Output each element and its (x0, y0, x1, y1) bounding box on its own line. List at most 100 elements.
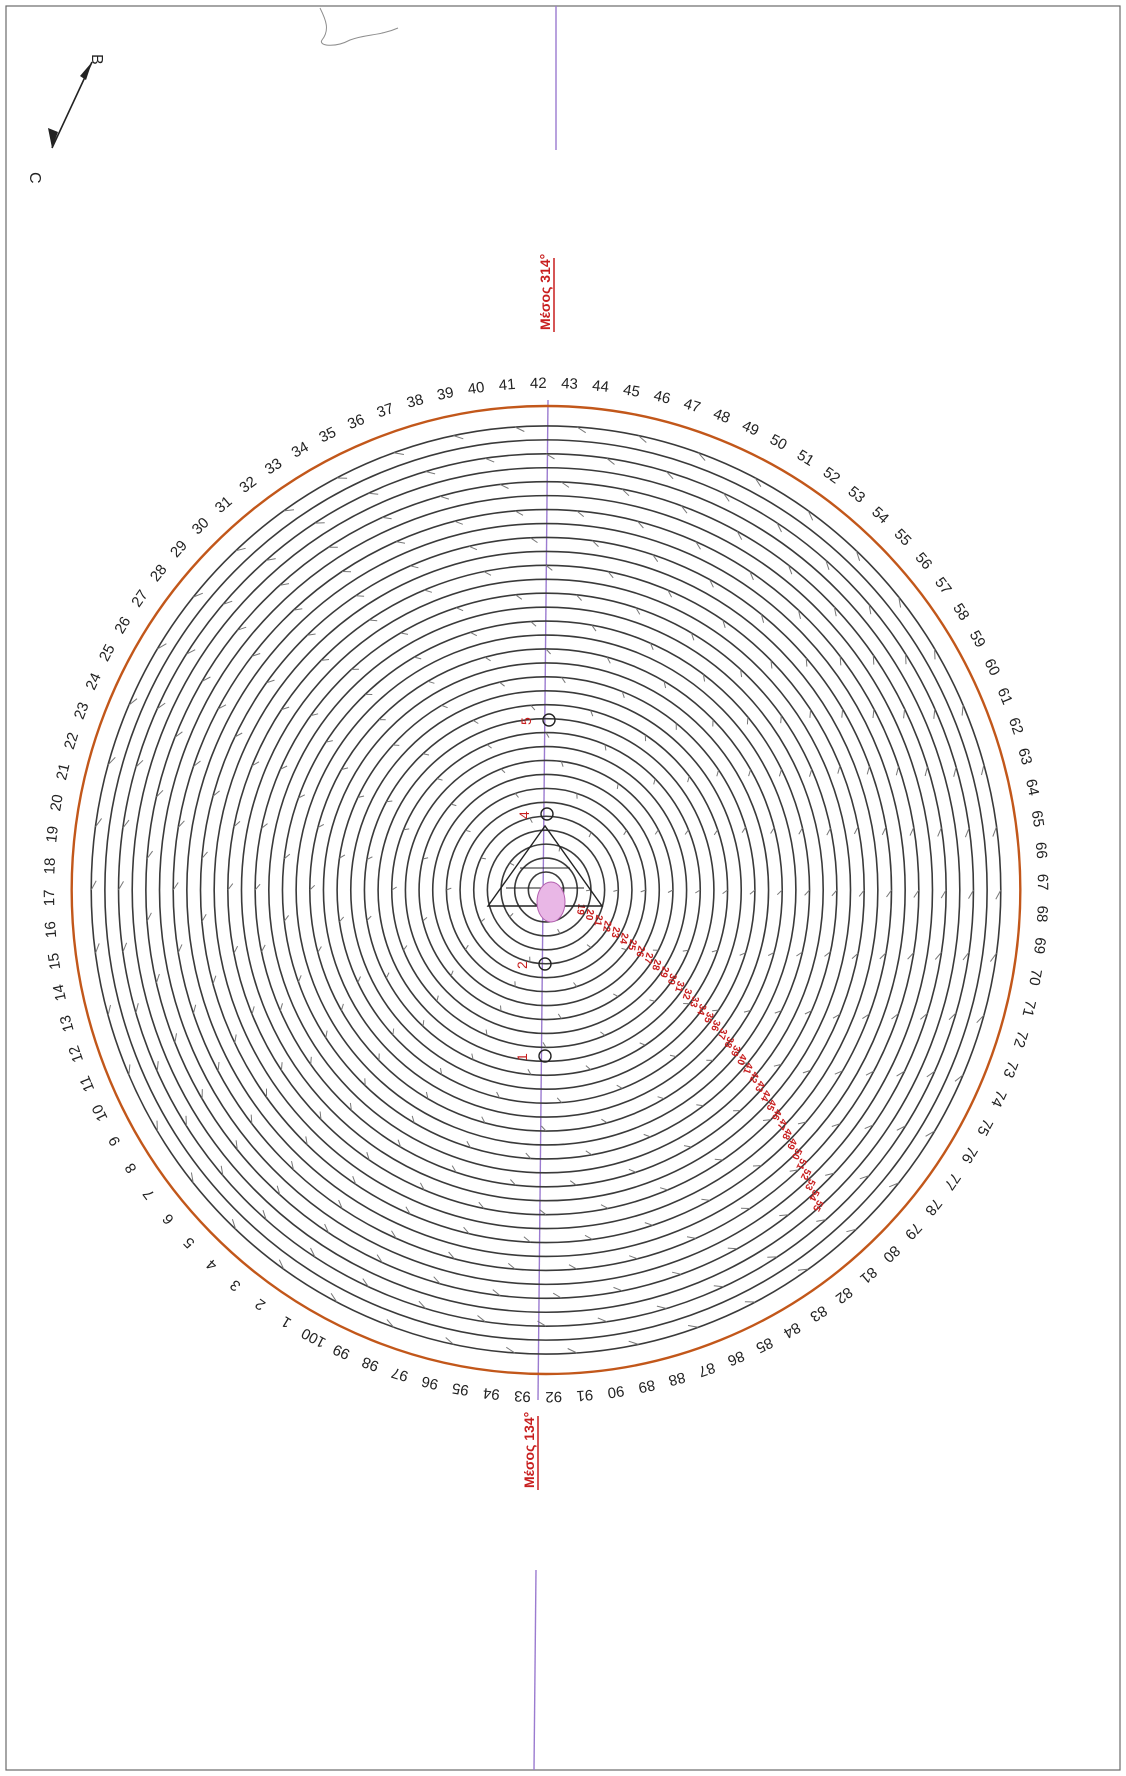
ring-number-label: 98 (360, 1353, 382, 1375)
ring-tick (667, 889, 674, 893)
ring-tick (832, 1013, 841, 1019)
ring-tick (798, 827, 803, 835)
ring-tick (307, 633, 316, 636)
ring (404, 745, 688, 1035)
ring-number-label: 47 (682, 395, 703, 416)
ring-tick (913, 889, 920, 898)
ring-tick (749, 571, 754, 581)
inner-number-label: 35 (701, 1010, 715, 1024)
compass-letter-b: B (88, 54, 105, 65)
ring-tick (177, 944, 183, 953)
marker-4: 4 (516, 807, 554, 821)
ring-tick (542, 1042, 547, 1048)
marker-circle (542, 713, 556, 727)
ring-tick (366, 1152, 370, 1161)
ring-tick (837, 765, 841, 774)
ring-tick (305, 1136, 308, 1145)
ring-tick (643, 1133, 651, 1138)
ring-tick (637, 520, 644, 529)
ring-tick (727, 1247, 738, 1250)
marker-label: 4 (516, 811, 532, 819)
inner-number-label: 49 (784, 1136, 799, 1151)
inner-number-label: 46 (769, 1107, 784, 1122)
inner-number-label: 45 (763, 1098, 778, 1113)
ring-tick (352, 1176, 357, 1185)
ring-tick (527, 1069, 532, 1075)
ring (486, 829, 606, 951)
ring-tick (576, 426, 586, 434)
ring-tick (621, 947, 627, 951)
ring-tick (948, 1012, 957, 1021)
ring-tick (283, 509, 295, 512)
ring-tick (709, 579, 714, 588)
ring-number-label: 87 (696, 1359, 717, 1380)
ring (186, 522, 906, 1258)
inner-number-label: 53 (802, 1177, 817, 1192)
ring-tick (525, 1152, 532, 1159)
ring-tick (425, 1091, 429, 1099)
inner-number-label: 26 (633, 945, 646, 959)
inner-number-label: 33 (687, 995, 701, 1009)
ring-tick (607, 571, 614, 579)
ring-number-label: 32 (236, 473, 260, 497)
ring-number-label: 59 (966, 628, 989, 651)
ring-tick (472, 719, 479, 724)
ring-tick (310, 1247, 316, 1258)
ring-tick (425, 471, 436, 475)
ring-tick (592, 540, 599, 547)
ring-number-label: 25 (96, 642, 119, 665)
ring-tick (468, 545, 478, 551)
ring-tick (889, 1182, 899, 1188)
ring-number-labels: 1234567891011121314151617181920212223242… (41, 375, 1051, 1405)
ring-number-label: 93 (514, 1387, 531, 1405)
inner-number-label: 48 (779, 1126, 794, 1141)
ring-tick (606, 457, 615, 465)
ring-tick (278, 1259, 285, 1270)
ring-tick (841, 709, 844, 718)
inner-number-label: 29 (657, 965, 671, 979)
ring-tick (702, 674, 706, 682)
ring-tick (981, 764, 985, 776)
ring-tick (485, 457, 495, 463)
ring-number-label: 77 (940, 1170, 964, 1193)
ring (268, 606, 824, 1174)
ring-number-label: 65 (1028, 809, 1047, 828)
ring-tick (446, 887, 452, 891)
ring-tick (338, 1199, 343, 1209)
ring-tick (405, 1206, 411, 1215)
inner-number-label: 38 (721, 1035, 735, 1050)
ring-tick (569, 1180, 577, 1186)
ring-tick (418, 1300, 426, 1309)
ring-tick (779, 1214, 789, 1217)
ring-number-label: 15 (45, 952, 64, 971)
ring-tick (736, 531, 743, 540)
ring-number-label: 38 (405, 391, 426, 412)
north-arrow-icon (80, 62, 92, 80)
inner-number-label: 21 (591, 914, 604, 927)
ring-tick (231, 1219, 237, 1230)
ring-number-label: 86 (725, 1347, 747, 1369)
ring-tick (368, 492, 379, 495)
ring-tick (576, 594, 582, 601)
ring-tick (804, 1010, 812, 1015)
ring-tick (293, 608, 303, 611)
ring-tick (450, 970, 454, 977)
ring-tick (128, 698, 138, 706)
ring-number-label: 36 (345, 411, 367, 433)
ring-number-label: 70 (1025, 968, 1045, 987)
inner-number-label: 54 (806, 1187, 821, 1202)
ring-tick (722, 619, 726, 628)
ring-tick (584, 1234, 593, 1240)
ring-tick (376, 1254, 383, 1263)
ring-tick (859, 1175, 870, 1180)
ring-tick (500, 768, 506, 774)
ring-tick (251, 1006, 255, 1015)
ring-tick (397, 1139, 402, 1148)
ring-tick (989, 952, 997, 962)
ring-tick (797, 1268, 809, 1271)
marker-circle (538, 957, 552, 971)
ring-tick (298, 794, 306, 799)
ring-tick (146, 912, 152, 922)
ring (104, 439, 988, 1341)
ring-tick (746, 717, 749, 725)
